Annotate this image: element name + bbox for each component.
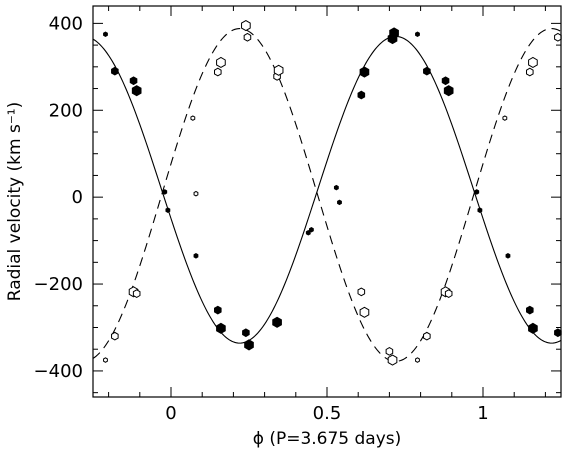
model-curve-1: [92, 35, 562, 344]
open-data-point: [216, 56, 226, 69]
y-tick-label: 200: [49, 100, 83, 121]
y-tick-label: −400: [34, 361, 83, 382]
filled-data-point: [242, 328, 250, 338]
filled-data-point: [103, 31, 108, 38]
y-tick-label: −200: [34, 274, 83, 295]
filled-data-point: [505, 253, 511, 259]
open-data-point: [357, 287, 366, 297]
filled-data-point: [111, 66, 119, 76]
filled-data-point: [443, 85, 454, 97]
filled-data-point: [528, 322, 538, 334]
open-data-point: [444, 289, 453, 298]
filled-data-point: [389, 27, 399, 39]
filled-data-point: [359, 66, 370, 78]
open-data-point: [526, 67, 534, 77]
filled-data-point: [272, 316, 282, 328]
filled-data-point: [477, 207, 483, 213]
y-axis-title: Radial velocity (km s⁻¹): [5, 102, 25, 301]
axis-ticks: [93, 6, 561, 397]
open-data-point: [385, 347, 394, 356]
x-tick-labels: 0 0.5 1: [165, 403, 488, 424]
filled-data-point: [131, 85, 142, 97]
model-curve-2: [92, 28, 562, 362]
filled-data-point: [216, 322, 226, 334]
open-data-point: [193, 190, 199, 197]
filled-data-point: [554, 328, 562, 338]
filled-data-point: [162, 189, 168, 195]
open-data-point: [111, 331, 119, 341]
x-tick-label: 0.5: [313, 403, 342, 424]
plot-frame: [92, 5, 562, 398]
data-points: [103, 19, 562, 366]
filled-data-point: [526, 305, 534, 315]
y-tick-label: 400: [49, 13, 83, 34]
filled-data-point: [214, 305, 222, 315]
filled-data-point: [474, 189, 480, 195]
x-tick-label: 1: [477, 403, 488, 424]
open-data-point: [243, 32, 252, 42]
filled-data-point: [357, 90, 366, 100]
open-data-point: [554, 32, 562, 42]
open-data-point: [103, 357, 108, 363]
open-data-point: [190, 115, 196, 121]
open-data-point: [132, 289, 141, 298]
open-data-point: [359, 306, 370, 318]
filled-data-point: [308, 226, 314, 233]
y-tick-labels: −400 −200 0 200 400: [34, 13, 83, 382]
open-data-point: [528, 56, 538, 69]
open-data-point: [241, 19, 251, 32]
filled-data-point: [441, 76, 450, 86]
filled-data-point: [423, 66, 431, 76]
filled-data-point: [193, 253, 199, 259]
filled-data-point: [244, 339, 254, 351]
open-data-point: [387, 354, 398, 366]
x-tick-label: 0: [165, 403, 176, 424]
model-curves: [92, 28, 562, 362]
open-data-point: [423, 331, 431, 341]
y-tick-label: 0: [72, 187, 83, 208]
filled-data-point: [165, 207, 171, 213]
filled-data-point: [415, 31, 420, 38]
open-data-point: [502, 115, 508, 121]
filled-data-point: [333, 184, 339, 191]
open-data-point: [415, 357, 420, 363]
filled-data-point: [129, 76, 138, 86]
open-data-point: [273, 64, 284, 76]
open-data-point: [214, 67, 222, 77]
x-axis-title: ϕ (P=3.675 days): [253, 429, 402, 449]
filled-data-point: [337, 199, 342, 206]
